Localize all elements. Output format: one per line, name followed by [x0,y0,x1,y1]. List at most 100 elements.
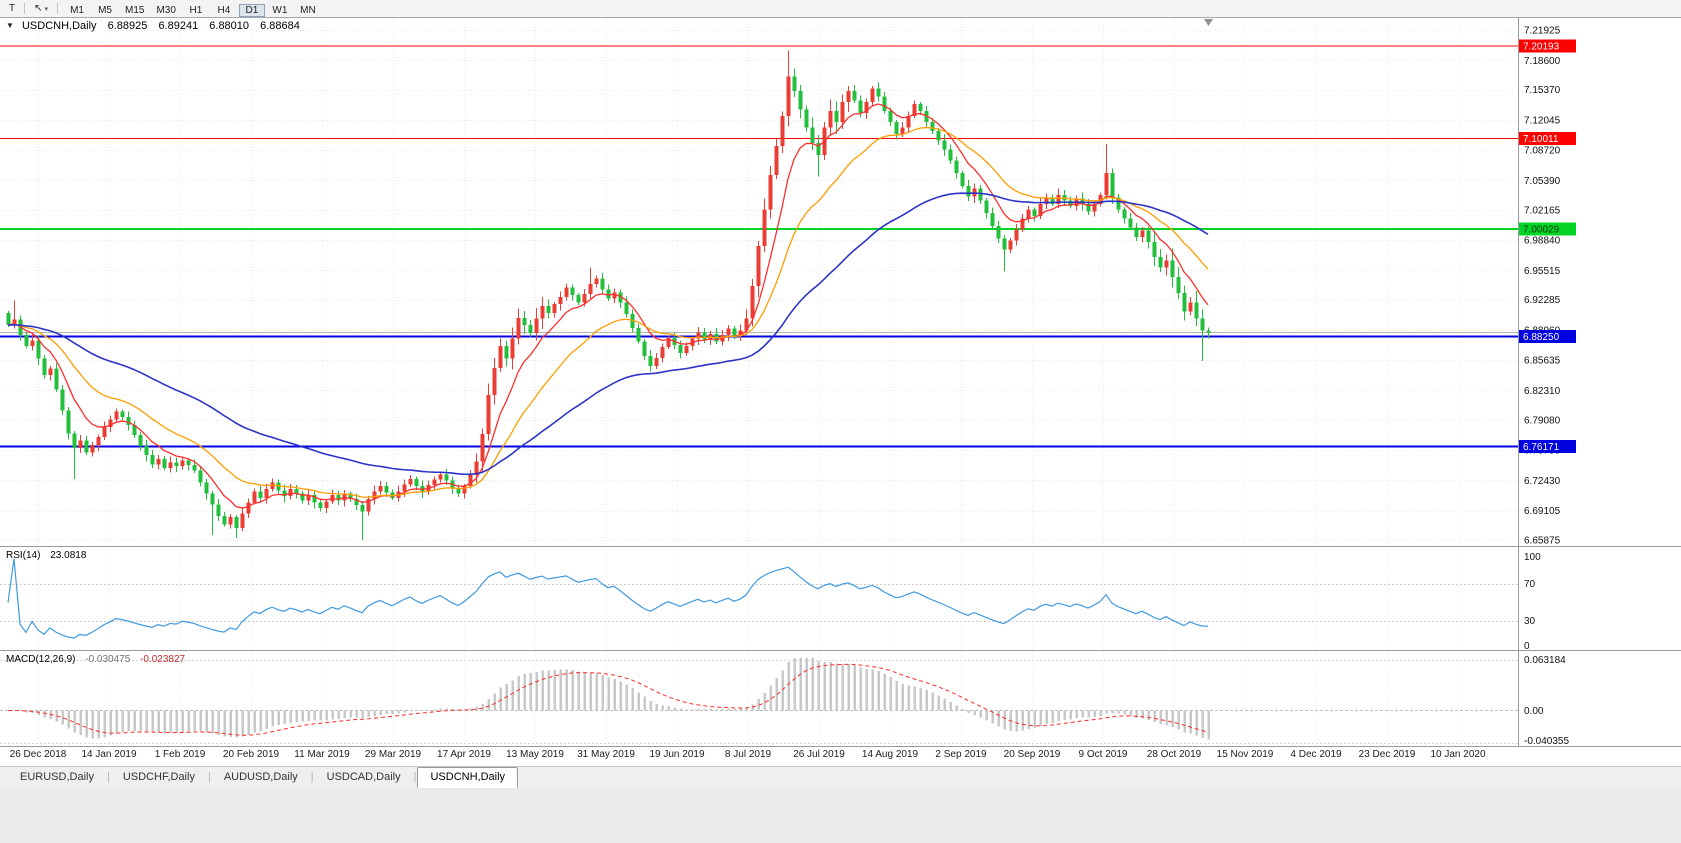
moving-average-slow [7,192,1209,476]
price-level-label: 7.00029 [1523,225,1560,236]
price-axis-label: 6.79080 [1524,415,1561,426]
price-axis-label: 6.92285 [1524,295,1561,306]
price-level-box [1519,439,1576,453]
date-axis-label: 26 Jul 2019 [793,749,845,760]
chart-shift-marker-icon[interactable] [1204,19,1213,26]
date-axis-label: 4 Dec 2019 [1290,749,1342,760]
timeframe-buttons: M1 M5 M15 M30 H1 H4 D1 W1 MN [63,0,322,18]
date-axis-label: 29 Mar 2019 [364,749,422,760]
date-axis-label: 11 Mar 2019 [294,749,350,760]
ohlc-close: 6.88684 [260,20,300,32]
rsi-axis-label: 0 [1524,641,1530,652]
horizontal-level-lines[interactable]: 7.20193 7.10011 7.00029 6.88250 6.76171 [0,39,1576,453]
price-axis-label: 7.02165 [1524,205,1561,216]
chart-tab-eurusd[interactable]: EURUSD,Daily [20,771,94,783]
date-axis-label: 15 Nov 2019 [1216,749,1274,760]
price-axis-label: 6.82310 [1524,386,1561,397]
right-price-axis[interactable]: 7.21925 7.18600 7.15370 7.12045 7.08720 7.053… [1524,26,1569,748]
date-axis-label: 14 Jan 2019 [81,749,137,760]
date-axis-label: 28 Oct 2019 [1146,749,1202,760]
price-level-label: 6.88250 [1523,332,1560,343]
timeframe-button-h4[interactable]: H4 [217,4,231,16]
ohlc-low: 6.88010 [209,20,250,32]
price-level-label: 7.10011 [1523,134,1559,145]
timeframe-button-m15[interactable]: M15 [125,4,145,16]
rsi-indicator-label: RSI(14) 23.0818 [6,550,86,561]
date-axis[interactable]: 26 Dec 2018 14 Jan 2019 1 Feb 2019 20 Feb 2… [0,749,1681,765]
chart-canvas[interactable]: 7.21925 7.18600 7.15370 7.12045 7.08720 7.053… [0,0,1681,748]
chart-title: ▼ USDCNH,Daily 6.88925 6.89241 6.88010 6… [6,20,300,32]
macd-indicator-label: MACD(12,26,9) -0.030475 -0.023827 [6,654,185,665]
chart-symbol-period: USDCNH,Daily [21,20,97,32]
rsi-axis-label: 100 [1524,552,1541,563]
t-icon: T [9,3,16,14]
price-axis-label: 6.69105 [1524,506,1561,517]
rsi-line [7,558,1209,639]
price-level-box [1519,329,1576,343]
moving-average-fast [7,103,1209,509]
moving-average-medium [7,126,1209,498]
macd-signal-value: -0.023827 [140,654,186,665]
date-axis-label: 20 Feb 2019 [222,749,280,760]
date-axis-label: 2 Sep 2019 [935,749,987,760]
gridlines [0,18,1518,746]
chart-tab-bar: EURUSD,Daily | USDCHF,Daily | AUDUSD,Daily | U… [0,766,1681,788]
tab-separator: | [413,771,417,783]
timeframe-button-h1[interactable]: H1 [189,4,203,16]
date-axis-label: 19 Jun 2019 [649,749,705,760]
macd-histogram [13,658,1210,740]
macd-axis-label: 0.00 [1524,706,1544,717]
chart-menu-arrow-icon[interactable]: ▼ [6,21,14,30]
price-axis-label: 7.05390 [1524,176,1561,187]
price-axis-label: 7.21925 [1524,26,1561,37]
price-axis-label: 7.15370 [1524,85,1561,96]
date-axis-label: 17 Apr 2019 [437,749,491,760]
price-axis-label: 6.95515 [1524,266,1561,277]
timeframe-button-w1[interactable]: W1 [272,4,288,16]
price-axis-label: 7.18600 [1524,56,1561,67]
price-axis-label: 6.98840 [1524,236,1561,247]
timeframe-button-m5[interactable]: M5 [98,4,112,16]
date-axis-label: 8 Jul 2019 [724,749,772,760]
price-level-box [1519,39,1576,53]
pane-separators [0,17,1681,747]
tab-separator: | [207,771,211,783]
toolbar: T ↖ ▾ M1 M5 M15 M30 H1 H4 D1 W1 MN [0,0,1681,17]
timeframe-button-m30[interactable]: M30 [156,4,176,16]
timeframe-button-m1[interactable]: M1 [70,4,84,16]
rsi-value: 23.0818 [50,550,87,561]
toolbar-separator [24,3,26,14]
price-axis-label: 6.65875 [1524,536,1561,547]
price-axis-label: 7.08720 [1524,146,1561,157]
timeframe-button-mn[interactable]: MN [300,4,316,16]
chart-tab-usdcad[interactable]: USDCAD,Daily [326,771,401,783]
macd-axis-label: 0.063184 [1524,655,1566,666]
chart-type-button[interactable]: T [5,3,19,14]
price-level-label: 6.76171 [1523,442,1560,453]
tab-separator: | [310,771,314,783]
ohlc-high: 6.89241 [158,20,199,32]
price-level-box [1519,222,1576,236]
toolbar-separator [57,3,59,14]
cursor-tool-button[interactable]: ↖ ▾ [30,3,52,14]
date-axis-label: 13 May 2019 [506,749,564,760]
date-axis-label: 1 Feb 2019 [154,749,206,760]
macd-name: MACD(12,26,9) [6,654,76,665]
price-level-label: 7.20193 [1523,41,1560,52]
ohlc-open: 6.88925 [107,20,148,32]
price-axis-label: 7.12045 [1524,115,1561,126]
dropdown-chevron-icon: ▾ [44,5,49,13]
timeframe-button-d1[interactable]: D1 [238,3,265,17]
price-level-box [1519,131,1576,145]
chart-tab-usdchf[interactable]: USDCHF,Daily [122,771,195,783]
chart-tab-usdcnh[interactable]: USDCNH,Daily [417,767,519,788]
macd-axis-label: -0.040355 [1524,736,1569,747]
price-axis-label: 6.72430 [1524,476,1561,487]
date-axis-label: 14 Aug 2019 [861,749,919,760]
chart-tab-audusd[interactable]: AUDUSD,Daily [223,771,298,783]
date-axis-label: 23 Dec 2019 [1358,749,1416,760]
macd-signal-line [7,663,1209,736]
rsi-name: RSI(14) [6,550,41,561]
date-axis-label: 9 Oct 2019 [1078,749,1128,760]
